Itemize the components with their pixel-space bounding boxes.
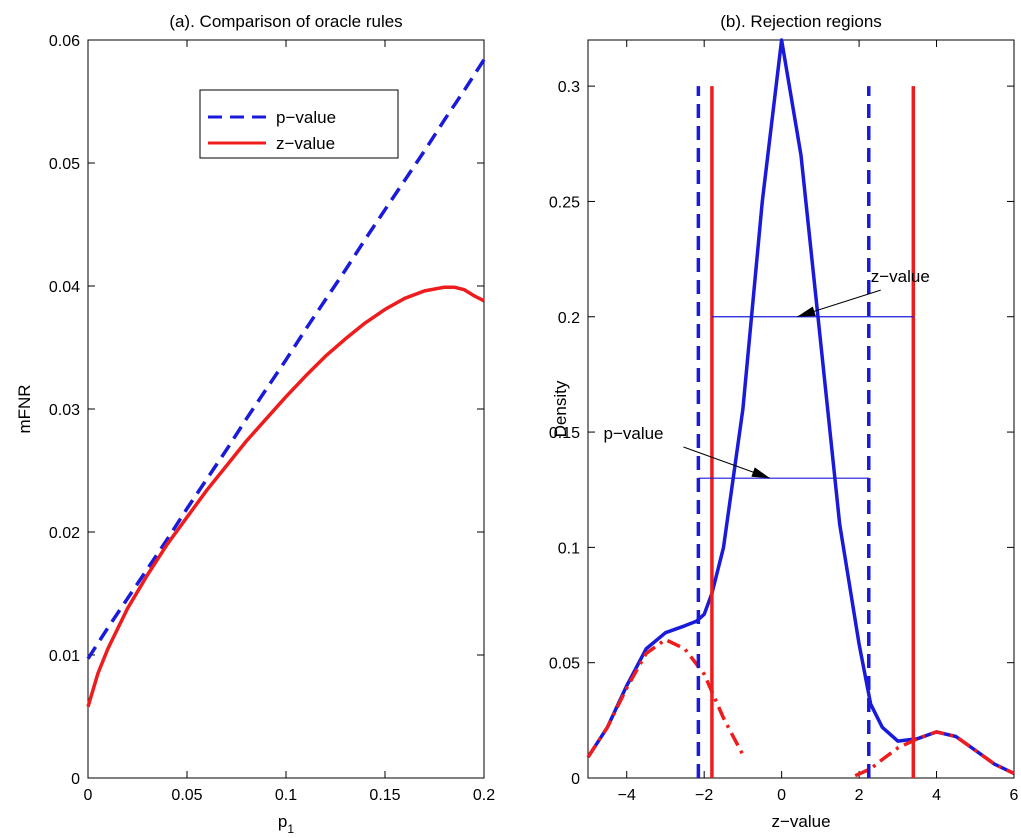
panel-a-legend: p−value z−value (199, 89, 399, 159)
x-tick-label: 4 (932, 787, 941, 804)
panel-a: (a). Comparison of oracle rules 0 0.05 0.1… (15, 12, 495, 836)
panel-a-x-label: p1 (278, 812, 294, 836)
panel-b-x-label: z−value (771, 812, 830, 831)
x-tick-label: 0.1 (275, 787, 297, 804)
annotation-arrowhead-1 (797, 306, 816, 317)
panel-a-title: (a). Comparison of oracle rules (169, 12, 402, 31)
y-tick-label: 0 (71, 771, 80, 788)
x-tick-label: 0.2 (473, 787, 495, 804)
y-tick-label: 0.25 (549, 194, 580, 211)
panel-a-y-label: mFNR (15, 384, 34, 433)
y-tick-label: 0.03 (49, 402, 80, 419)
legend-label-z-value: z−value (276, 134, 335, 153)
x-tick-label: −4 (618, 787, 636, 804)
legend-box (199, 89, 399, 159)
x-tick-label: −2 (695, 787, 713, 804)
y-tick-label: 0.15 (549, 425, 580, 442)
panel-b-region-segments (698, 316, 914, 479)
x-tick-label: 0.05 (171, 787, 202, 804)
panel-a-x-ticks: 0 0.05 0.1 0.15 0.2 (84, 40, 495, 804)
y-tick-label: 0.2 (558, 310, 580, 327)
panel-b: (b). Rejection regions −4 −2 0 2 4 6 0 0.05 0.1… (549, 12, 1019, 831)
panel-b-x-ticks: −4 −2 0 2 4 6 (618, 40, 1019, 804)
y-tick-label: 0.02 (49, 525, 80, 542)
x-tick-label: 0 (84, 787, 93, 804)
series-line-2 (86, 285, 485, 708)
panel-b-y-label: Density (551, 380, 570, 437)
legend-label-p-value: p−value (276, 108, 336, 127)
y-tick-label: 0.05 (49, 156, 80, 173)
panel-a-series (86, 58, 486, 708)
y-tick-label: 0 (571, 771, 580, 788)
panel-b-axes-box (587, 39, 1015, 779)
panel-b-y-ticks: 0 0.05 0.1 0.15 0.2 0.25 0.3 (549, 79, 1014, 788)
panel-b-rejection-lines (696, 86, 916, 778)
y-tick-label: 0.3 (558, 79, 580, 96)
x-tick-label: 0 (777, 787, 786, 804)
y-tick-label: 0.06 (49, 33, 80, 50)
panel-a-y-ticks: 0 0.01 0.02 0.03 0.04 0.05 0.06 (49, 33, 484, 788)
series-line-1 (86, 58, 486, 660)
series-line-2 (586, 637, 745, 759)
x-tick-label: 2 (855, 787, 864, 804)
annotation-arrowhead-2 (751, 467, 771, 479)
series-line-3 (854, 730, 1015, 778)
x-tick-label: 6 (1010, 787, 1019, 804)
y-tick-label: 0.05 (549, 656, 580, 673)
panel-b-title: (b). Rejection regions (720, 12, 882, 31)
y-tick-label: 0.04 (49, 279, 80, 296)
panel-b-annotations: z−value p−value (603, 267, 930, 479)
panel-b-series (586, 38, 1015, 778)
annotation-label-1: z−value (871, 267, 930, 286)
y-tick-label: 0.1 (558, 540, 580, 557)
x-tick-label: 0.15 (369, 787, 400, 804)
annotation-label-2: p−value (603, 424, 663, 443)
y-tick-label: 0.01 (49, 648, 80, 665)
series-line-1 (586, 38, 1015, 775)
